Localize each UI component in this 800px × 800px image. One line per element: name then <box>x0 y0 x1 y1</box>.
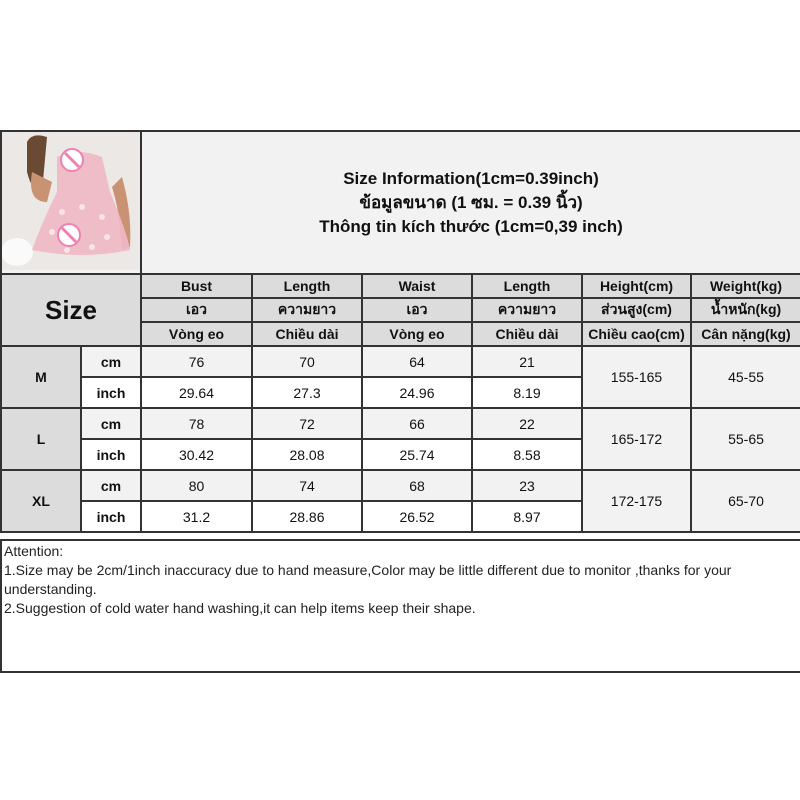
size-header: Size <box>0 273 142 347</box>
unit-inch: inch <box>80 500 142 533</box>
table-row: inch 30.42 28.08 25.74 8.58 <box>1 438 800 471</box>
title-vietnamese: Thông tin kích thước (1cm=0,39 inch) <box>319 216 623 236</box>
cm-value: 22 <box>471 407 583 440</box>
table-row: L cm 78 72 66 22 165-172 55-65 <box>0 407 800 471</box>
inch-value: 8.58 <box>471 438 583 471</box>
inch-value: 28.08 <box>251 438 363 471</box>
table-row: inch 29.64 27.3 24.96 8.19 <box>1 376 800 409</box>
size-label: L <box>0 407 82 471</box>
cm-value: 66 <box>361 407 473 440</box>
inch-value: 30.42 <box>140 438 253 471</box>
col-header-vi: Chiều dài <box>471 321 583 347</box>
inch-value: 29.64 <box>140 376 253 409</box>
inch-value: 8.97 <box>471 500 583 533</box>
col-header-en: Waist <box>361 273 473 299</box>
attention-heading: Attention: <box>4 543 64 559</box>
col-header-th: เอว <box>361 297 473 323</box>
cm-value: 78 <box>140 407 253 440</box>
attention-note-1: 1.Size may be 2cm/1inch inaccuracy due t… <box>4 562 732 597</box>
table-row: XL cm 80 74 68 23 172-175 65-70 <box>0 469 800 533</box>
cm-value: 74 <box>251 469 363 502</box>
inch-value: 31.2 <box>140 500 253 533</box>
weight-range: 55-65 <box>690 407 800 471</box>
unit-cm: cm <box>80 469 142 502</box>
table-row: M cm 76 70 64 21 155-165 45-55 <box>0 345 800 409</box>
cm-value: 80 <box>140 469 253 502</box>
unit-inch: inch <box>80 438 142 471</box>
size-label: XL <box>0 469 82 533</box>
inch-value: 8.19 <box>471 376 583 409</box>
col-header-th: ความยาว <box>251 297 363 323</box>
col-header-en: Bust <box>140 273 253 299</box>
col-header-th: ความยาว <box>471 297 583 323</box>
height-range: 155-165 <box>581 345 692 409</box>
unit-cm: cm <box>80 407 142 440</box>
col-header-vi: Vòng eo <box>140 321 253 347</box>
inch-value: 28.86 <box>251 500 363 533</box>
inch-value: 27.3 <box>251 376 363 409</box>
product-photo <box>0 130 142 275</box>
title-english: Size Information(1cm=0.39inch) <box>343 168 599 188</box>
unit-inch: inch <box>80 376 142 409</box>
cm-value: 72 <box>251 407 363 440</box>
col-header-vi: Chiều cao(cm) <box>581 321 692 347</box>
col-header-en: Height(cm) <box>581 273 692 299</box>
col-header-vi: Vòng eo <box>361 321 473 347</box>
col-header-vi: Cân nặng(kg) <box>690 321 800 347</box>
cm-value: 64 <box>361 345 473 378</box>
size-chart-table: Size Information(1cm=0.39inch) ข้อมูลขนา… <box>0 130 800 533</box>
height-range: 165-172 <box>581 407 692 471</box>
col-header-th: เอว <box>140 297 253 323</box>
col-header-en: Weight(kg) <box>690 273 800 299</box>
attention-note-2: 2.Suggestion of cold water hand washing,… <box>4 600 476 616</box>
cm-value: 21 <box>471 345 583 378</box>
col-header-th: น้ำหนัก(kg) <box>690 297 800 323</box>
cm-value: 23 <box>471 469 583 502</box>
size-label: M <box>0 345 82 409</box>
inch-value: 24.96 <box>361 376 473 409</box>
cm-value: 70 <box>251 345 363 378</box>
height-range: 172-175 <box>581 469 692 533</box>
weight-range: 65-70 <box>690 469 800 533</box>
col-header-th: ส่วนสูง(cm) <box>581 297 692 323</box>
attention-notes: Attention: 1.Size may be 2cm/1inch inacc… <box>0 539 800 673</box>
title-thai: ข้อมูลขนาด (1 ซม. = 0.39 นิ้ว) <box>359 192 583 212</box>
table-row: inch 31.2 28.86 26.52 8.97 <box>1 500 800 533</box>
product-image-icon <box>3 133 139 270</box>
unit-cm: cm <box>80 345 142 378</box>
col-header-vi: Chiều dài <box>251 321 363 347</box>
inch-value: 26.52 <box>361 500 473 533</box>
size-info-title: Size Information(1cm=0.39inch) ข้อมูลขนา… <box>140 130 800 275</box>
inch-value: 25.74 <box>361 438 473 471</box>
col-header-en: Length <box>251 273 363 299</box>
weight-range: 45-55 <box>690 345 800 409</box>
col-header-en: Length <box>471 273 583 299</box>
cm-value: 68 <box>361 469 473 502</box>
cm-value: 76 <box>140 345 253 378</box>
